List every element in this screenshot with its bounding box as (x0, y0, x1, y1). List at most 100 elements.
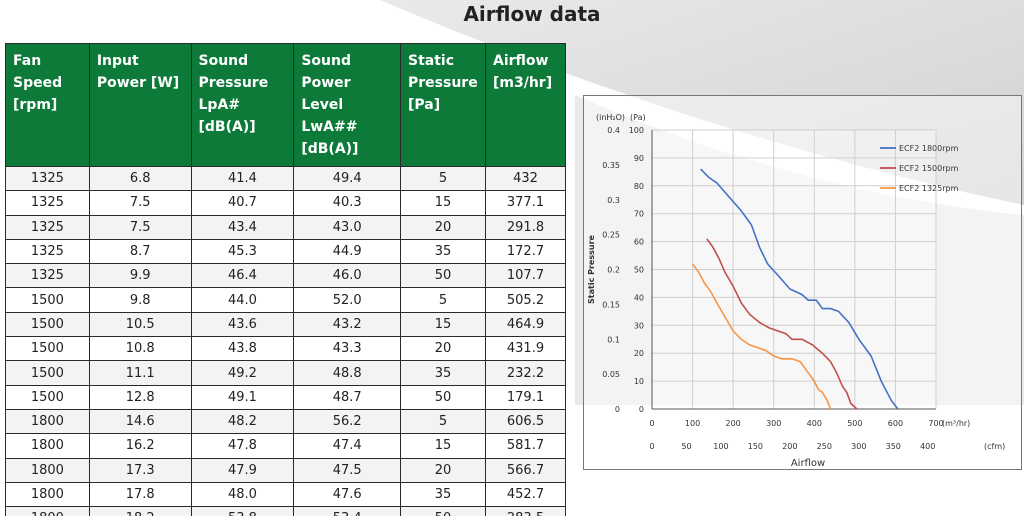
y-tick-label-inh2o: 0 (615, 405, 620, 414)
table-cell: 5 (400, 287, 486, 313)
table-cell: 1500 (5, 360, 90, 386)
header-line: Power [W] (96, 75, 180, 91)
table-cell: 1800 (5, 433, 90, 459)
table-cell: 43.2 (293, 311, 402, 338)
table-row: 1800 17.8 48.0 47.6 35 452.7 (5, 481, 566, 508)
table-cell: 56.2 (293, 408, 402, 435)
table-cell: 9.9 (88, 263, 192, 289)
table-cell: 43.4 (190, 214, 295, 240)
table-cell: 45.3 (190, 238, 295, 265)
table-cell: 232.2 (485, 360, 566, 386)
x-tick-label-m3hr: 200 (726, 419, 741, 428)
series-line-1500rpm (706, 238, 858, 410)
table-cell: 52.0 (293, 287, 402, 313)
table-cell: 431.9 (485, 336, 566, 362)
y-tick-label-pa: 20 (634, 349, 644, 358)
airflow-chart: 0 10 20 30 40 50 60 70 80 90 100 0 0.05 0.1 0.15 0.2 0.2… (583, 95, 1022, 470)
table-cell: 48.0 (190, 481, 295, 508)
table-row: 1325 7.5 40.7 40.3 15 377.1 (5, 190, 566, 216)
table-cell: 48.8 (293, 360, 402, 386)
x-unit-cfm: (cfm) (984, 442, 1005, 451)
x-unit-m3hr: (m³/hr) (942, 419, 970, 428)
series-line-1325rpm (691, 263, 832, 410)
x-tick-label-m3hr: 0 (649, 419, 654, 428)
table-cell: 5 (400, 408, 486, 435)
table-cell: 50 (400, 384, 486, 410)
table-cell: 49.4 (293, 165, 402, 192)
table-cell: 432 (485, 165, 566, 192)
table-cell: 35 (400, 481, 486, 508)
table-cell: 46.0 (293, 263, 402, 289)
table-row: 1325 6.8 41.4 49.4 5 432 (5, 165, 566, 192)
legend-label: ECF2 1325rpm (899, 184, 959, 193)
y-tick-label-pa: 40 (634, 293, 644, 302)
table-cell: 43.3 (293, 336, 402, 362)
table-body: 1325 6.8 41.4 49.4 5 432 1325 7.5 40.7 40.3 15 377.… (5, 165, 566, 516)
x-tick-label-cfm: 400 (920, 442, 935, 451)
table-cell: 107.7 (485, 263, 566, 289)
x-axis-title: Airflow (791, 458, 825, 469)
table-row: 1500 9.8 44.0 52.0 5 505.2 (5, 287, 566, 313)
fan-speed-header: Fan Speed [rpm] (5, 43, 90, 167)
y-tick-label-pa: 0 (639, 405, 644, 414)
table-row: 1325 7.5 43.4 43.0 20 291.8 (5, 214, 566, 240)
legend-label: ECF2 1800rpm (899, 144, 959, 153)
table-cell: 14.6 (88, 408, 192, 435)
x-tick-label-cfm: 50 (681, 442, 691, 451)
table-row: 1800 14.6 48.2 56.2 5 606.5 (5, 408, 566, 435)
x-tick-label-m3hr: 300 (766, 419, 781, 428)
header-line: Input (96, 53, 139, 69)
table-cell: 7.5 (88, 190, 192, 216)
table-cell: 1800 (5, 506, 90, 516)
table-cell: 47.8 (190, 433, 295, 459)
table-cell: 6.8 (88, 165, 192, 192)
header-line: Pressure (198, 75, 269, 91)
header-line: Fan (13, 53, 42, 69)
static-pressure-header: Static Pressure [Pa] (400, 43, 486, 167)
x-tick-label-m3hr: 400 (807, 419, 822, 428)
table-cell: 291.8 (485, 214, 566, 240)
input-power-header: Input Power [W] (88, 43, 192, 167)
table-cell: 1500 (5, 384, 90, 410)
table-cell: 47.9 (190, 457, 295, 483)
table-cell: 566.7 (485, 457, 566, 483)
table-row: 180018.253.853.450283.5 (5, 506, 566, 516)
airflow-header: Airflow [m3/hr] (485, 43, 566, 167)
table-cell: 1325 (5, 165, 90, 192)
table-cell: 20 (400, 214, 486, 240)
table-cell: 47.4 (293, 433, 402, 459)
y-axis-title: Static Pressure (587, 234, 596, 303)
y-tick-label-inh2o: 0.1 (607, 335, 620, 344)
table-cell: 1500 (5, 311, 90, 338)
table-cell: 40.3 (293, 190, 402, 216)
header-line: Sound (301, 53, 351, 69)
x-tick-label-cfm: 300 (851, 442, 866, 451)
table-row: 1500 11.1 49.2 48.8 35 232.2 (5, 360, 566, 386)
table-cell: 12.8 (88, 384, 192, 410)
y-tick-label-pa: 60 (634, 238, 644, 247)
table-cell: 11.1 (88, 360, 192, 386)
table-row: 1325 9.9 46.4 46.0 50 107.7 (5, 263, 566, 289)
table-cell: 464.9 (485, 311, 566, 338)
x-tick-label-cfm: 0 (649, 442, 654, 451)
airflow-data-table: Fan Speed [rpm] Input Power [W] Sound Pressure… (5, 43, 566, 516)
header-line: Pressure (408, 75, 478, 91)
table-cell: 35 (400, 360, 486, 386)
table-cell: 1500 (5, 287, 90, 313)
y-tick-label-pa: 10 (634, 377, 644, 386)
table-cell: 7.5 (88, 214, 192, 240)
table-cell: 505.2 (485, 287, 566, 313)
table-cell: 1325 (5, 214, 90, 240)
y-tick-label-pa: 100 (629, 126, 644, 135)
table-cell: 47.6 (293, 481, 402, 508)
table-cell: 1800 (5, 457, 90, 483)
y-tick-label-inh2o: 0.3 (607, 196, 620, 205)
table-cell: 44.0 (190, 287, 295, 313)
table-cell: 172.7 (485, 238, 566, 265)
y-tick-label-pa: 50 (634, 266, 644, 275)
table-cell: 10.5 (88, 311, 192, 338)
y-unit-pa: (Pa) (630, 113, 646, 122)
table-cell: 49.2 (190, 360, 295, 386)
table-cell: 53.4 (293, 506, 402, 516)
header-line: [m3/hr] (493, 75, 553, 91)
